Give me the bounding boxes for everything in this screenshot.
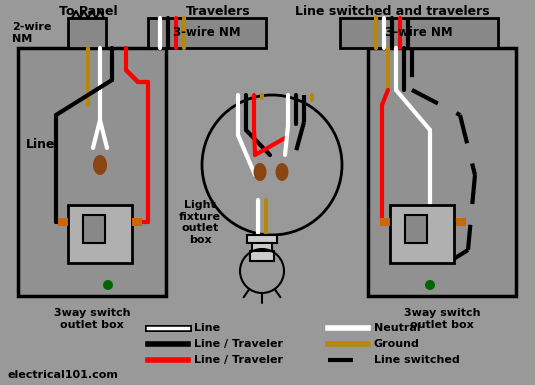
- Bar: [380, 218, 390, 226]
- Bar: [68, 18, 106, 48]
- Bar: [18, 48, 166, 296]
- Bar: [390, 205, 454, 263]
- Text: 3-wire NM: 3-wire NM: [173, 27, 241, 40]
- Text: Line: Line: [194, 323, 220, 333]
- Text: 3way switch
outlet box: 3way switch outlet box: [54, 308, 130, 330]
- Circle shape: [425, 280, 435, 290]
- Bar: [68, 205, 132, 263]
- Ellipse shape: [254, 163, 266, 181]
- Bar: [250, 251, 274, 261]
- Text: To Panel: To Panel: [59, 5, 117, 18]
- Text: Travelers: Travelers: [186, 5, 250, 18]
- Text: Neutral: Neutral: [374, 323, 421, 333]
- Text: Line switched: Line switched: [374, 355, 460, 365]
- Text: 3way switch
outlet box: 3way switch outlet box: [404, 308, 480, 330]
- Text: electrical101.com: electrical101.com: [8, 370, 119, 380]
- Text: Light
fixture
outlet
box: Light fixture outlet box: [179, 200, 221, 245]
- Bar: [368, 48, 516, 296]
- Circle shape: [103, 280, 113, 290]
- Bar: [83, 215, 105, 243]
- Bar: [247, 235, 277, 243]
- Bar: [132, 218, 142, 226]
- Text: 2-wire
NM: 2-wire NM: [12, 22, 51, 44]
- Circle shape: [202, 95, 342, 235]
- Text: Line switched and travelers: Line switched and travelers: [295, 5, 490, 18]
- Text: 3-wire NM: 3-wire NM: [385, 27, 453, 40]
- Bar: [456, 218, 466, 226]
- Text: Line / Traveler: Line / Traveler: [194, 339, 283, 349]
- Bar: [405, 215, 427, 243]
- Bar: [252, 243, 272, 251]
- Ellipse shape: [93, 155, 107, 175]
- Text: Line: Line: [26, 139, 56, 152]
- Text: Ground: Ground: [374, 339, 420, 349]
- Text: Line / Traveler: Line / Traveler: [194, 355, 283, 365]
- Ellipse shape: [276, 163, 288, 181]
- Bar: [340, 18, 498, 48]
- Bar: [148, 18, 266, 48]
- Bar: [58, 218, 68, 226]
